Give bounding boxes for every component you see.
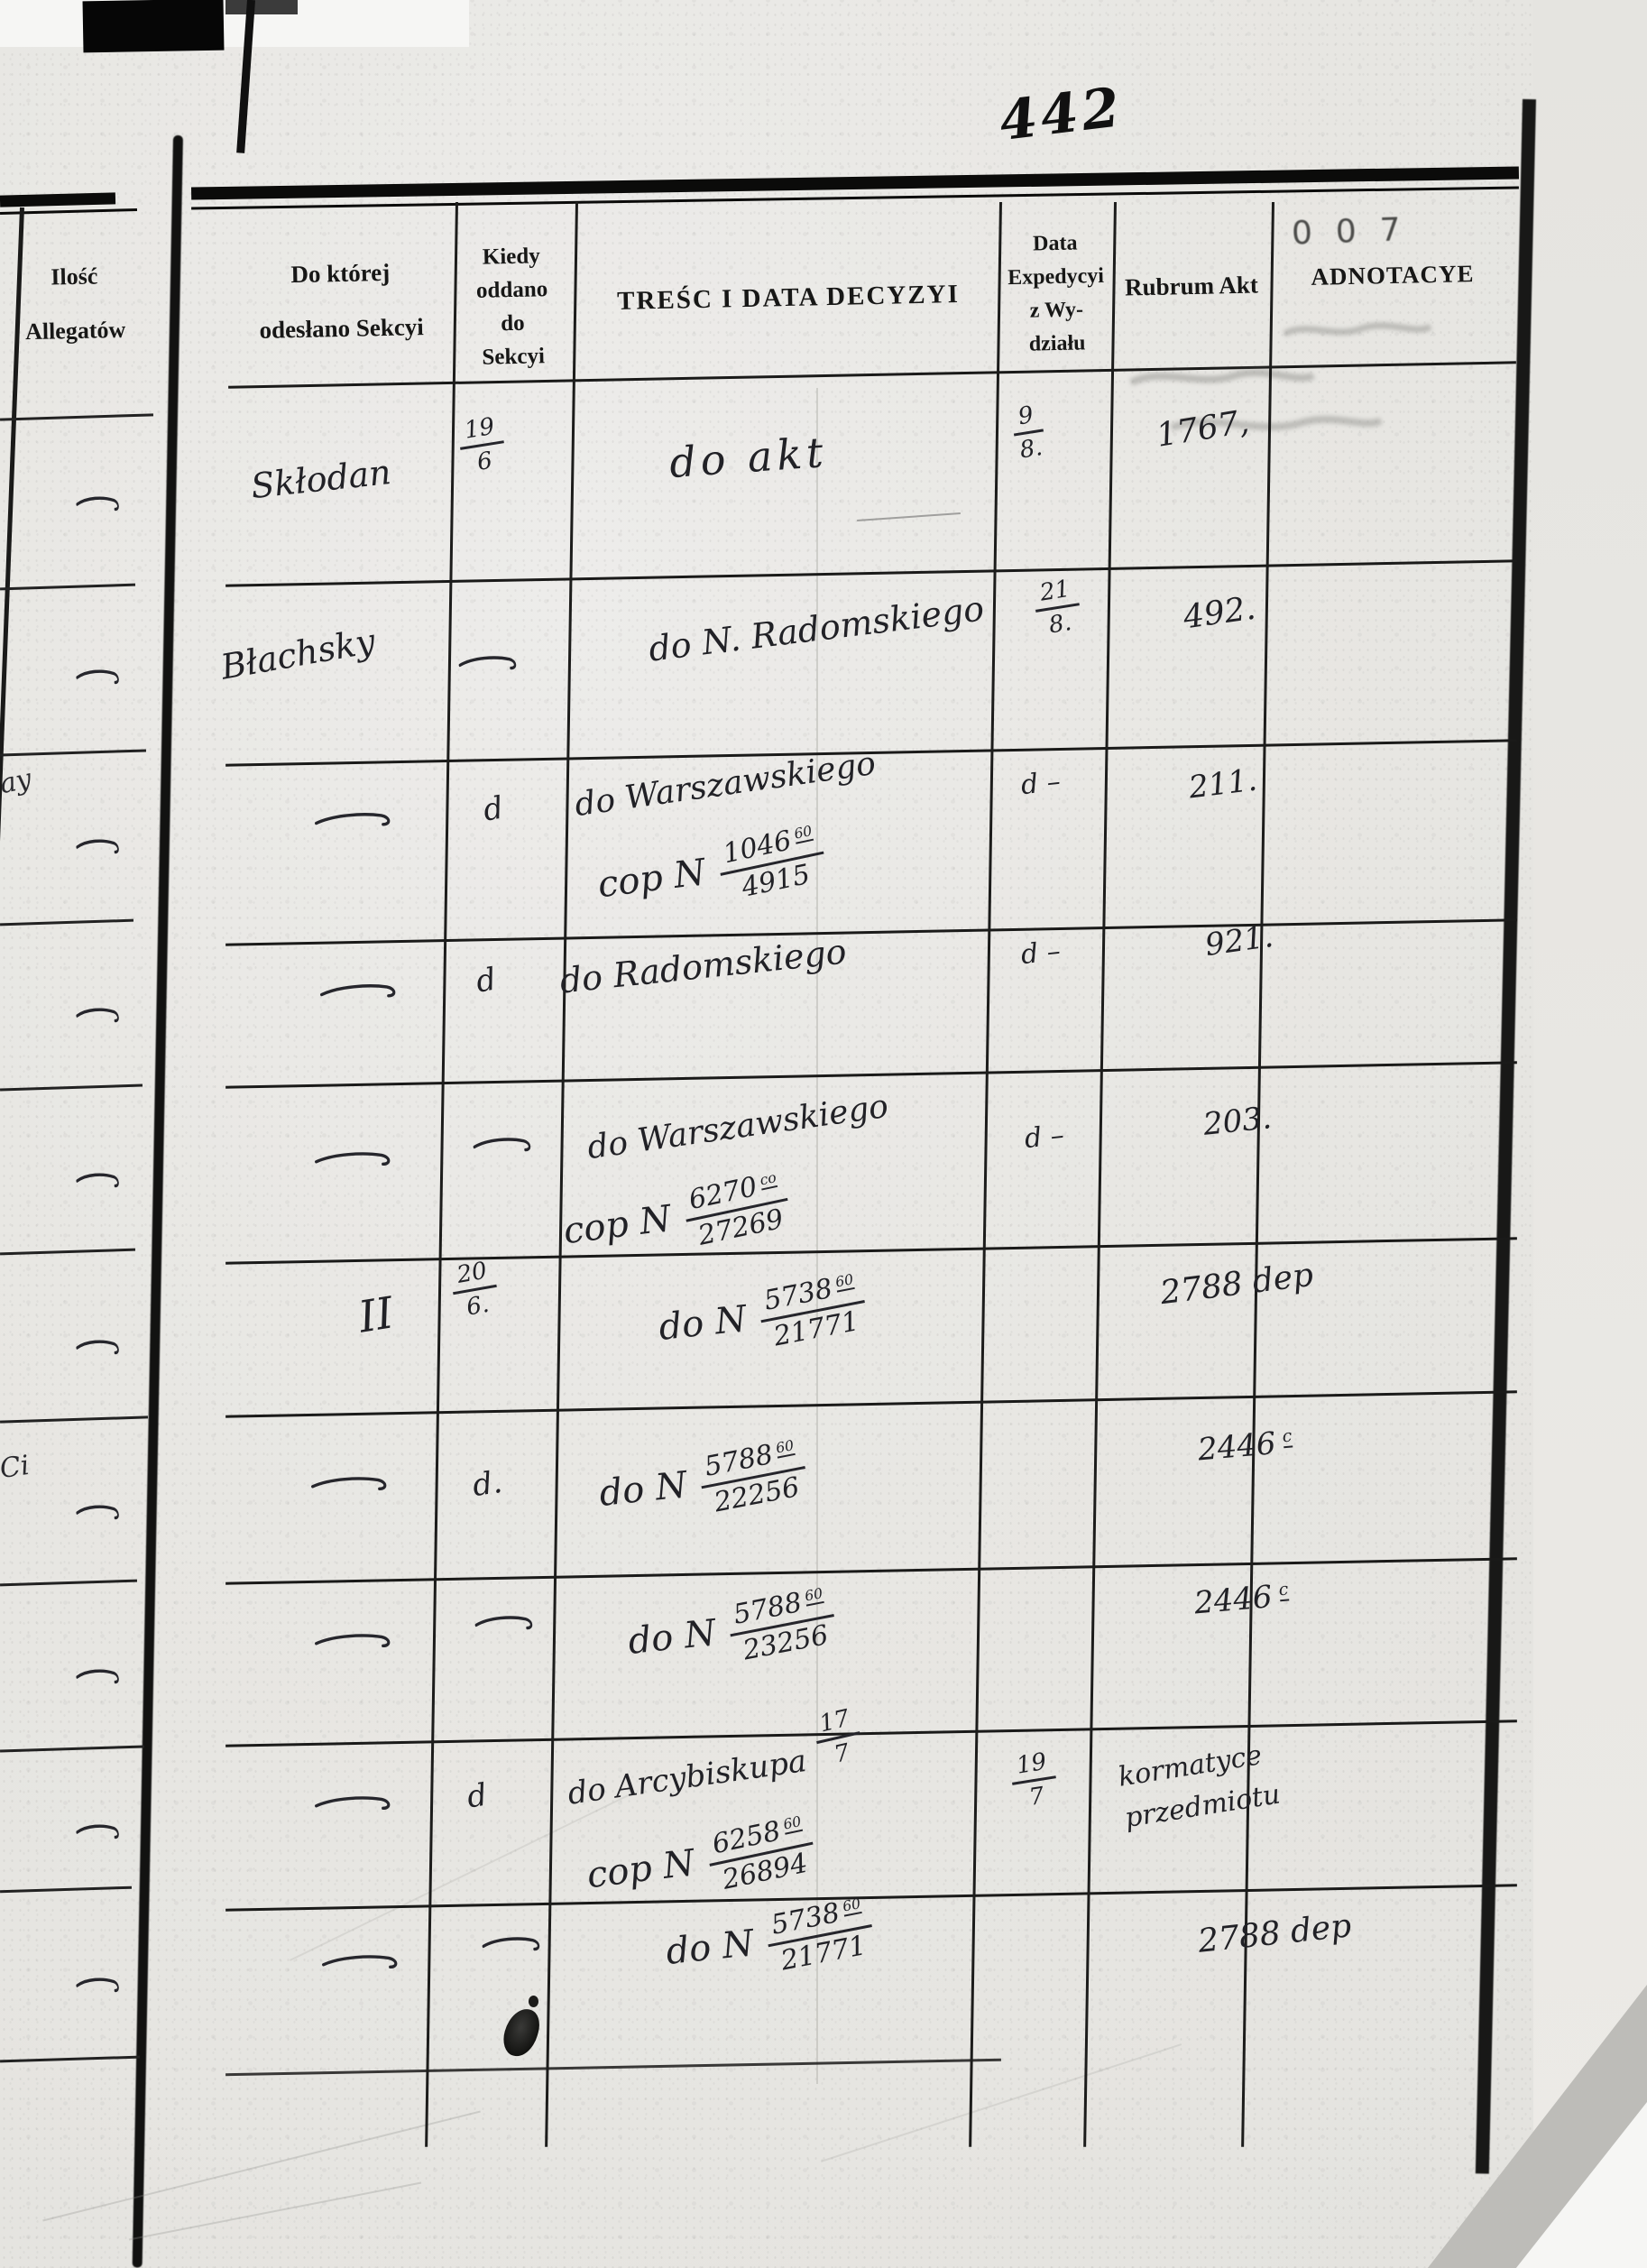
fraction: 19 7 — [1008, 1748, 1060, 1812]
dash-mark — [458, 656, 517, 670]
cell-kiedy: 20 6. — [447, 1258, 501, 1322]
cell-expedycya: 9 8. — [1009, 401, 1047, 465]
dash-mark — [315, 1152, 391, 1166]
column-header-kiedy: Kiedy oddano do Sekcyi — [449, 239, 575, 375]
fraction: 19 6 — [455, 413, 508, 477]
header-line: działu — [1028, 331, 1086, 356]
left-header-line-1: Ilość — [51, 263, 98, 290]
cell-sekcya — [313, 1788, 398, 1824]
dash-mark — [322, 1955, 398, 1969]
dash-mark — [76, 1505, 119, 1520]
dash-mark — [76, 1340, 119, 1355]
dash-mark — [315, 1796, 391, 1811]
column-header-expedycya: Data Expedycyi z Wy- działu — [996, 226, 1116, 363]
left-page-dash — [75, 1166, 124, 1198]
cell-kiedy: 19 6 — [455, 413, 508, 477]
cell-sekcya — [313, 1144, 398, 1180]
cell-sekcya: II — [354, 1287, 398, 1343]
dash-mark — [76, 1669, 119, 1684]
cell-expedycya: d – — [1023, 1119, 1066, 1156]
cell-rubrum: 211. — [1186, 761, 1259, 807]
dash-mark — [76, 1978, 119, 1993]
dash-mark — [315, 813, 391, 826]
dash-mark — [473, 1138, 531, 1152]
left-page-dash — [75, 1333, 124, 1365]
bleedthrough-smudge — [1129, 369, 1316, 386]
left-page-dash — [75, 1818, 124, 1849]
paper-crease — [816, 388, 818, 2084]
ink-blot-drip — [529, 1996, 538, 2007]
cell-rubrum: 203. — [1201, 1100, 1274, 1143]
fraction: 9 8. — [1009, 401, 1047, 465]
cell-sekcya — [313, 1626, 398, 1662]
left-margin-mark-2: Ci — [0, 1449, 32, 1486]
header-line: Sekcyi — [482, 344, 546, 370]
film-black-rectangle — [82, 0, 225, 53]
cell-expedycya: d – — [1019, 765, 1063, 802]
dash-mark — [76, 1008, 119, 1023]
page-right-underlay — [1533, 0, 1647, 2268]
dash-mark — [76, 496, 119, 512]
dash-mark — [474, 1616, 533, 1630]
left-page-dash — [75, 490, 124, 521]
header-line: odesłano Sekcyi — [259, 313, 425, 344]
cell-sekcya — [309, 1469, 394, 1505]
left-page-dash — [75, 833, 124, 864]
left-header-line-2: Allegatów — [24, 316, 126, 346]
cell-expedycya: 19 7 — [1008, 1748, 1060, 1812]
dash-mark — [482, 1937, 540, 1951]
film-black-stub — [225, 0, 298, 14]
fraction: 20 6. — [447, 1258, 501, 1322]
dash-mark — [76, 1824, 119, 1839]
cell-kiedy — [472, 1129, 538, 1165]
cell-kiedy — [457, 648, 523, 683]
header-line: Expedycyi — [1007, 263, 1105, 290]
cell-kiedy — [481, 1929, 547, 1964]
dash-mark — [76, 669, 119, 685]
cell-sekcya — [313, 804, 399, 841]
dash-mark — [320, 984, 396, 998]
cell-expedycya: 21 8. — [1031, 576, 1083, 640]
header-line: Kiedy — [482, 244, 541, 270]
cell-sekcya — [320, 1947, 405, 1983]
left-page-dash — [75, 1971, 124, 2003]
column-header-adnotacye: ADNOTACYE — [1270, 259, 1516, 292]
column-header-rubrum: Rubrum Akt — [1111, 271, 1273, 302]
header-line: Data — [1032, 231, 1078, 256]
cell-tresc: do akt — [667, 427, 830, 488]
cell-rubrum: 921. — [1202, 917, 1276, 964]
left-page-dash — [75, 1001, 124, 1033]
header-line: oddano — [475, 277, 548, 303]
header-line: Rubrum Akt — [1124, 271, 1259, 301]
cell-kiedy — [474, 1608, 539, 1643]
fraction: 21 8. — [1031, 576, 1083, 640]
cell-sekcya — [318, 975, 404, 1012]
header-line: ADNOTACYE — [1311, 260, 1475, 290]
dash-mark — [76, 839, 119, 854]
stamp-digits: 007 — [1291, 210, 1425, 253]
header-line: Do której — [290, 258, 391, 289]
left-page-dash — [75, 1498, 124, 1530]
left-page-dash — [75, 663, 124, 695]
dash-mark — [76, 1173, 119, 1188]
left-page-dash — [75, 1663, 124, 1694]
column-header-sekcya: Do której odesłano Sekcyi — [226, 257, 455, 345]
header-line: do — [500, 310, 525, 337]
header-line: z Wy- — [1029, 298, 1084, 323]
cell-expedycya: d – — [1019, 935, 1063, 972]
left-page-header: Ilość Allegatów — [3, 262, 147, 346]
dash-mark — [315, 1634, 391, 1648]
cell-kiedy: d. — [470, 1463, 505, 1505]
bleedthrough-smudge — [1170, 415, 1384, 431]
dash-mark — [311, 1477, 387, 1491]
left-margin-mark-1: ay — [0, 762, 34, 801]
bleedthrough-smudge — [1283, 322, 1432, 337]
